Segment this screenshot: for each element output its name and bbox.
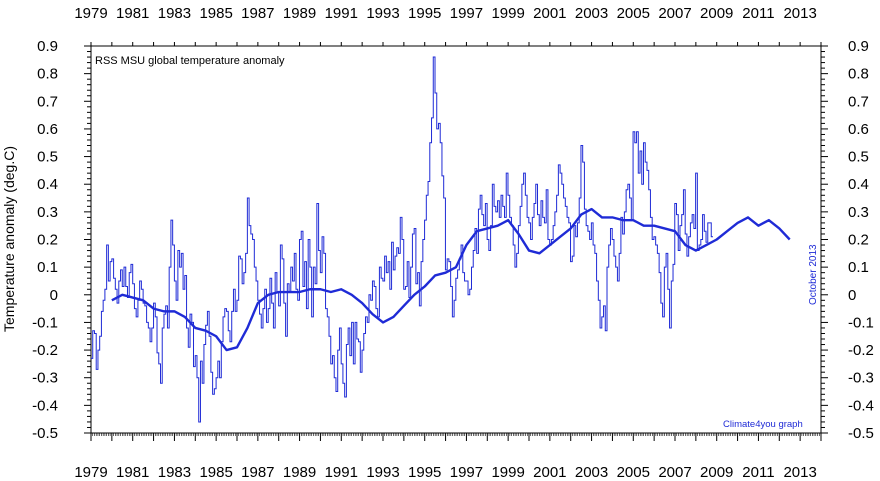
x-tick-label-top: 2001 [533,5,566,22]
x-tick-label-bottom: 1985 [199,464,232,481]
monthly-anomaly-line [91,56,713,423]
running-mean-line [111,207,791,352]
x-tick-label-bottom: 1993 [366,464,399,481]
date-note: October 2013 [808,244,819,305]
y-tick-label-left: -0.2 [32,342,58,359]
x-tick-label-top: 1983 [158,5,191,22]
y-tick-label-left: 0.7 [37,93,58,110]
x-tick-label-top: 1995 [408,5,441,22]
x-tick-label-top: 1999 [491,5,524,22]
x-tick-label-top: 1997 [450,5,483,22]
x-tick-label-top: 1991 [325,5,358,22]
y-tick-label-left: -0.5 [32,425,58,442]
y-tick-label-left: -0.4 [32,397,58,414]
y-tick-label-right: 0.6 [848,121,869,138]
chart-title: RSS MSU global temperature anomaly [95,55,285,67]
tick-labels: 0.9 0.9 0.8 0.8 0.7 0.7 0.6 0.6 0.5 0.5 0.4 0.4 0.3 0… [32,5,874,481]
x-tick-label-top: 1979 [74,5,107,22]
x-tick-label-top: 2003 [575,5,608,22]
y-tick-label-left: 0.2 [37,232,58,249]
y-tick-label-left: 0.1 [37,259,58,276]
x-tick-label-bottom: 2013 [783,464,816,481]
x-tick-label-top: 1985 [199,5,232,22]
y-tick-label-right: 0 [848,287,856,304]
y-tick-label-right: -0.4 [848,397,874,414]
ticks [84,42,828,441]
y-tick-label-right: 0.3 [848,204,869,221]
y-tick-label-right: -0.1 [848,314,874,331]
x-tick-label-bottom: 1995 [408,464,441,481]
x-tick-label-top: 1987 [241,5,274,22]
y-tick-label-right: 0.4 [848,176,869,193]
x-tick-label-bottom: 1981 [116,464,149,481]
y-tick-label-right: -0.2 [848,342,874,359]
y-tick-label-left: -0.1 [32,314,58,331]
x-tick-label-bottom: 1989 [283,464,316,481]
y-tick-label-left: 0.3 [37,204,58,221]
y-tick-label-left: 0.9 [37,38,58,55]
y-tick-label-left: 0 [50,287,58,304]
y-tick-label-left: 0.4 [37,176,58,193]
x-tick-label-top: 1989 [283,5,316,22]
y-tick-label-right: 0.7 [848,93,869,110]
x-tick-label-bottom: 1983 [158,464,191,481]
x-tick-label-bottom: 2007 [658,464,691,481]
y-tick-label-right: 0.5 [848,149,869,166]
y-tick-label-right: 0.9 [848,38,869,55]
x-tick-label-top: 2007 [658,5,691,22]
x-tick-label-top: 2013 [783,5,816,22]
y-axis-label: Temperature anomaly (deg.C) [1,146,17,332]
x-tick-label-bottom: 2003 [575,464,608,481]
x-tick-label-bottom: 1979 [74,464,107,481]
x-tick-label-bottom: 1997 [450,464,483,481]
x-tick-label-top: 2005 [617,5,650,22]
x-tick-label-bottom: 1987 [241,464,274,481]
y-tick-label-right: 0.8 [848,66,869,83]
credit-label: Climate4you graph [723,419,803,430]
x-tick-label-bottom: 1991 [325,464,358,481]
x-tick-label-bottom: 2001 [533,464,566,481]
series [91,56,791,423]
y-tick-label-right: -0.5 [848,425,874,442]
x-tick-label-top: 2009 [700,5,733,22]
x-tick-label-bottom: 1999 [491,464,524,481]
x-tick-label-top: 1981 [116,5,149,22]
x-tick-label-top: 1993 [366,5,399,22]
y-tick-label-right: 0.2 [848,232,869,249]
x-tick-label-bottom: 2009 [700,464,733,481]
y-tick-label-left: -0.3 [32,370,58,387]
y-tick-label-right: -0.3 [848,370,874,387]
y-tick-label-left: 0.8 [37,66,58,83]
y-tick-label-left: 0.6 [37,121,58,138]
x-tick-label-bottom: 2011 [742,464,774,481]
x-tick-label-bottom: 2005 [617,464,650,481]
x-tick-label-top: 2011 [742,5,774,22]
y-tick-label-left: 0.5 [37,149,58,166]
y-tick-label-right: 0.1 [848,259,869,276]
